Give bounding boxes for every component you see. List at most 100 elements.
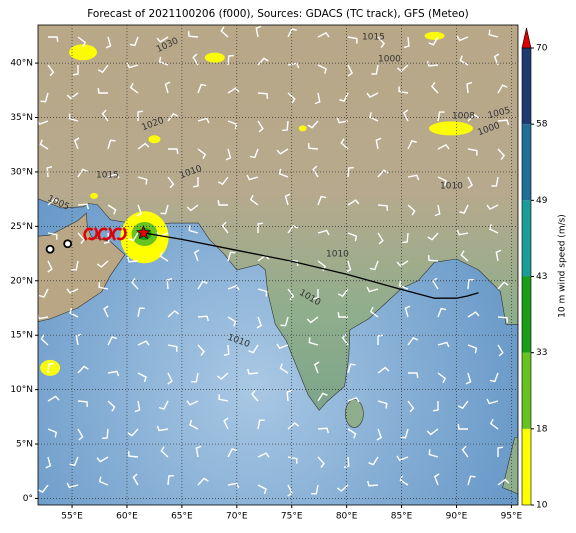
wind-barb xyxy=(72,65,79,76)
wind-barb xyxy=(375,137,382,150)
wind-barb xyxy=(347,363,356,374)
wind-barb xyxy=(225,148,232,161)
wind-barb xyxy=(317,392,328,402)
wind-barb xyxy=(396,455,409,462)
x-tick-label: 65°E xyxy=(171,512,193,522)
wind-patch xyxy=(204,52,225,63)
x-tick-label: 85°E xyxy=(391,512,413,522)
wind-barb xyxy=(287,456,298,464)
wind-barb xyxy=(105,36,112,49)
wind-barb xyxy=(103,232,110,244)
wind-barb xyxy=(467,176,473,189)
wind-barb xyxy=(343,456,350,468)
wind-barb xyxy=(218,394,229,402)
isobar-label: 1015 xyxy=(362,33,385,43)
wind-barb xyxy=(47,363,54,374)
wind-barb xyxy=(286,390,293,402)
wind-barb xyxy=(137,307,145,318)
wind-patch xyxy=(69,44,98,61)
wind-barb xyxy=(45,456,52,469)
wind-barb xyxy=(256,316,263,329)
wind-barb xyxy=(488,29,499,38)
wind-barb xyxy=(38,484,49,494)
cyclone-symbol xyxy=(63,239,73,249)
wind-barb xyxy=(369,112,379,122)
wind-barb xyxy=(317,64,327,74)
wind-barb xyxy=(437,372,447,384)
wind-barb xyxy=(96,456,109,463)
wind-barb xyxy=(317,229,330,236)
wind-barb xyxy=(257,484,267,495)
wind-barb xyxy=(187,31,199,38)
y-tick-label: 5°N xyxy=(16,440,33,450)
wind-barb xyxy=(101,109,109,122)
wind-barb xyxy=(167,310,180,318)
wind-barb xyxy=(493,53,500,66)
wind-barb xyxy=(47,395,60,402)
wind-barb xyxy=(220,26,229,38)
wind-barb xyxy=(227,284,240,291)
wind-barb xyxy=(227,251,236,262)
wind-barb xyxy=(432,401,439,412)
wind-barb xyxy=(461,445,469,458)
wind-barb xyxy=(107,400,116,412)
wind-barb xyxy=(217,199,228,206)
wind-barb xyxy=(495,249,502,262)
wind-barb xyxy=(467,278,474,290)
x-tick-label: 60°E xyxy=(116,512,138,522)
wind-barb xyxy=(396,64,409,73)
wind-barb xyxy=(77,400,88,407)
wind-barb xyxy=(465,372,472,385)
wind-barb xyxy=(197,117,210,124)
wind-barb xyxy=(279,363,289,374)
colorbar-segment xyxy=(522,428,531,505)
wind-barb xyxy=(491,176,499,187)
wind-barb xyxy=(160,446,169,458)
wind-barb xyxy=(47,232,58,240)
wind-barb xyxy=(276,148,289,155)
wind-barb xyxy=(47,428,58,438)
wind-barb xyxy=(107,204,117,215)
wind-barb xyxy=(227,448,238,458)
colorbar-label: 10 m wind speed (m/s) xyxy=(558,214,568,318)
x-tick-label: 90°E xyxy=(446,512,468,522)
wind-barb xyxy=(311,484,319,495)
wind-barb xyxy=(284,193,291,206)
wind-barb xyxy=(77,428,84,441)
wind-barb xyxy=(437,144,450,150)
wind-barb xyxy=(347,166,354,178)
y-tick-label: 40°N xyxy=(10,59,33,69)
wind-barb xyxy=(404,305,411,318)
wind-barb xyxy=(402,232,409,244)
wind-barb xyxy=(197,315,209,322)
wind-barb xyxy=(47,198,60,206)
wind-barb xyxy=(456,229,469,236)
cyclone-symbol xyxy=(97,227,113,241)
isobar-label: 1010 xyxy=(326,250,349,260)
wind-barb xyxy=(249,194,259,206)
wind-barb xyxy=(167,112,179,122)
wind-barb xyxy=(227,87,240,94)
wind-barb xyxy=(489,224,499,234)
wind-barb xyxy=(457,423,468,430)
wind-patch xyxy=(298,125,307,132)
wind-barb xyxy=(197,344,205,357)
wind-barb xyxy=(186,400,199,406)
wind-barb xyxy=(77,168,88,178)
wind-barb xyxy=(192,53,199,66)
wind-barb xyxy=(287,92,296,104)
wind-barb xyxy=(223,417,229,430)
tc-position xyxy=(135,225,151,240)
cyclone-symbol xyxy=(111,227,127,241)
isobar-label: 1000 xyxy=(378,55,401,65)
wind-barb xyxy=(47,260,53,273)
wind-barb xyxy=(467,344,478,354)
colorbar-segment xyxy=(522,276,531,353)
colorbar-tick-label: 33 xyxy=(536,348,547,358)
wind-patch xyxy=(424,31,445,40)
map-area xyxy=(38,25,518,505)
wind-barb xyxy=(38,120,49,126)
wind-barb xyxy=(257,120,264,133)
wind-barb xyxy=(158,56,169,66)
